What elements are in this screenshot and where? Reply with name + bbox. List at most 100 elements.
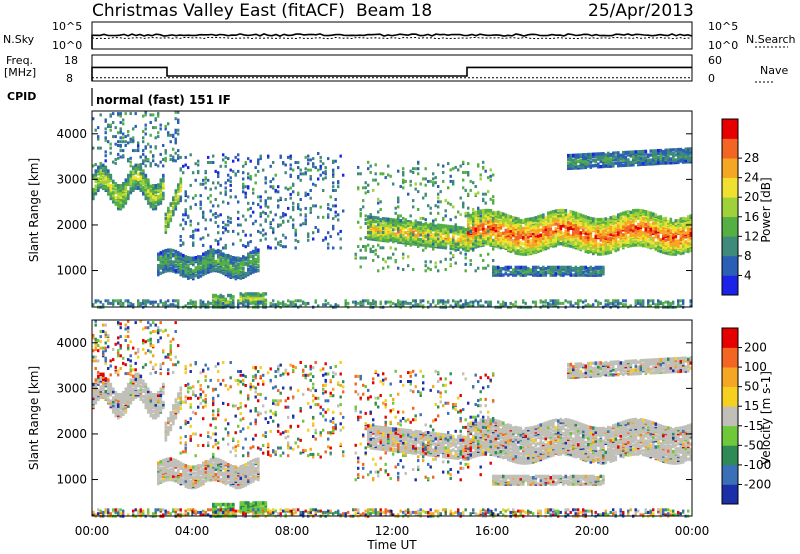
data-cell bbox=[502, 235, 505, 239]
data-cell bbox=[279, 196, 282, 200]
data-cell bbox=[202, 272, 205, 277]
data-cell bbox=[619, 243, 623, 247]
data-cell bbox=[684, 217, 688, 221]
data-cell bbox=[642, 209, 645, 213]
data-cell bbox=[574, 238, 578, 242]
data-cell bbox=[612, 219, 615, 223]
data-cell bbox=[594, 248, 598, 252]
data-cell bbox=[542, 233, 545, 238]
data-cell bbox=[674, 242, 678, 246]
data-cell bbox=[402, 300, 405, 304]
data-cell bbox=[507, 273, 510, 277]
data-cell bbox=[192, 300, 195, 304]
data-cell bbox=[579, 226, 583, 230]
data-cell bbox=[572, 158, 575, 163]
data-cell bbox=[247, 252, 250, 256]
data-cell bbox=[282, 219, 285, 223]
data-cell bbox=[184, 267, 188, 272]
data-cell bbox=[262, 303, 265, 307]
data-cell bbox=[612, 215, 615, 219]
data-cell bbox=[129, 301, 132, 305]
data-cell bbox=[467, 235, 470, 239]
data-cell bbox=[169, 133, 172, 137]
data-cell bbox=[674, 153, 678, 157]
data-cell bbox=[297, 166, 300, 170]
data-cell bbox=[104, 165, 108, 169]
data-cell bbox=[124, 140, 127, 144]
data-cell bbox=[284, 198, 287, 201]
data-cell bbox=[334, 303, 337, 307]
data-cell bbox=[474, 210, 478, 215]
data-cell bbox=[677, 239, 680, 243]
data-cell bbox=[594, 245, 598, 250]
data-cell bbox=[149, 113, 152, 117]
data-cell bbox=[119, 136, 122, 140]
data-cell bbox=[274, 173, 277, 177]
data-cell bbox=[182, 218, 185, 222]
data-cell bbox=[542, 265, 545, 270]
data-cell bbox=[454, 239, 458, 243]
data-cell bbox=[684, 240, 688, 244]
data-cell bbox=[307, 154, 310, 158]
data-cell bbox=[282, 233, 285, 237]
data-cell bbox=[219, 293, 223, 298]
data-cell bbox=[419, 221, 423, 225]
data-cell bbox=[584, 244, 588, 248]
data-cell bbox=[464, 233, 468, 237]
data-cell bbox=[222, 260, 225, 264]
data-cell bbox=[164, 228, 168, 232]
data-cell bbox=[219, 191, 222, 195]
data-cell bbox=[549, 229, 553, 234]
data-cell bbox=[174, 255, 178, 259]
data-cell bbox=[582, 270, 585, 275]
data-cell bbox=[104, 118, 107, 122]
data-cell bbox=[94, 169, 98, 173]
data-cell bbox=[432, 228, 435, 232]
data-cell bbox=[649, 226, 653, 231]
data-cell bbox=[539, 248, 543, 253]
data-cell bbox=[304, 220, 307, 224]
data-cell bbox=[567, 243, 570, 248]
data-cell bbox=[147, 189, 150, 194]
data-cell bbox=[219, 257, 223, 261]
data-cell bbox=[167, 253, 170, 257]
data-cell bbox=[277, 300, 280, 304]
data-cell bbox=[589, 268, 593, 272]
data-cell bbox=[329, 195, 332, 199]
data-cell bbox=[547, 235, 550, 240]
data-cell bbox=[647, 210, 650, 215]
data-cell bbox=[242, 298, 245, 302]
data-cell bbox=[627, 163, 630, 167]
data-cell bbox=[434, 243, 438, 247]
data-cell bbox=[599, 247, 603, 251]
data-cell bbox=[467, 213, 470, 217]
data-cell bbox=[627, 210, 630, 214]
data-cell bbox=[254, 166, 257, 170]
data-cell bbox=[194, 266, 198, 270]
data-cell bbox=[414, 233, 418, 237]
data-cell bbox=[647, 213, 650, 217]
data-cell bbox=[139, 174, 143, 178]
data-cell bbox=[644, 149, 648, 154]
data-cell bbox=[274, 246, 277, 250]
data-cell bbox=[589, 155, 593, 159]
data-cell bbox=[469, 226, 473, 230]
data-cell bbox=[502, 267, 505, 271]
data-cell bbox=[297, 299, 300, 303]
data-cell bbox=[284, 163, 287, 167]
data-cell bbox=[282, 161, 285, 164]
data-cell bbox=[337, 180, 340, 184]
data-cell bbox=[579, 158, 583, 162]
data-cell bbox=[197, 169, 200, 173]
data-cell bbox=[537, 234, 540, 238]
data-cell bbox=[367, 219, 370, 223]
data-cell bbox=[174, 189, 178, 193]
data-cell bbox=[172, 155, 175, 159]
data-cell bbox=[142, 301, 145, 305]
data-cell bbox=[122, 201, 125, 205]
data-cell bbox=[147, 186, 150, 190]
data-cell bbox=[252, 266, 255, 270]
data-cell bbox=[252, 191, 255, 195]
data-cell bbox=[467, 245, 470, 249]
data-cell bbox=[97, 165, 100, 169]
